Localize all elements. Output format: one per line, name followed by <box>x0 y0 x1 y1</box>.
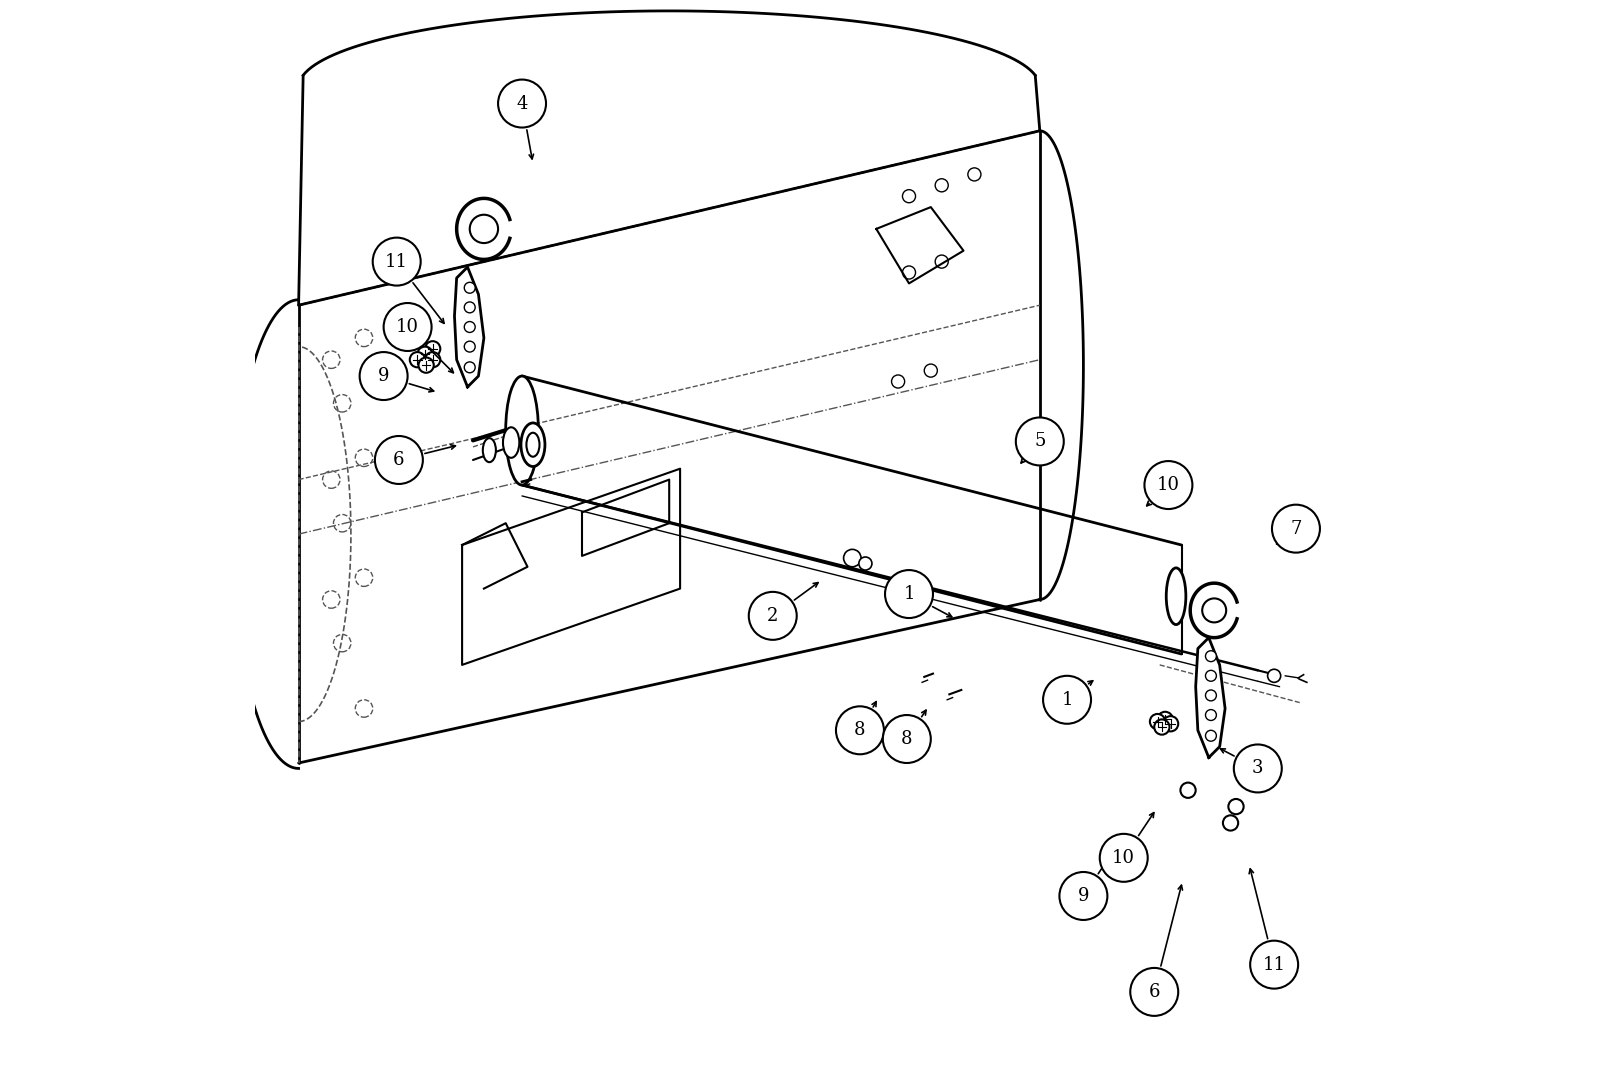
Circle shape <box>373 238 421 286</box>
Circle shape <box>1205 670 1216 681</box>
Circle shape <box>410 352 426 367</box>
Ellipse shape <box>1166 568 1186 625</box>
Text: 1: 1 <box>1061 691 1072 709</box>
Circle shape <box>464 322 475 332</box>
Text: 7: 7 <box>1290 520 1302 537</box>
Circle shape <box>835 706 883 754</box>
Ellipse shape <box>502 427 520 458</box>
Circle shape <box>1059 872 1107 920</box>
Circle shape <box>464 341 475 352</box>
Text: 11: 11 <box>1262 956 1286 973</box>
Circle shape <box>1099 834 1147 882</box>
Circle shape <box>464 282 475 293</box>
Text: 6: 6 <box>394 451 405 469</box>
Circle shape <box>464 302 475 313</box>
Text: 9: 9 <box>378 367 389 385</box>
Circle shape <box>1144 461 1192 509</box>
Text: 8: 8 <box>854 722 866 739</box>
Text: 10: 10 <box>1157 476 1179 494</box>
Circle shape <box>1202 598 1226 622</box>
Circle shape <box>426 341 440 356</box>
Text: 8: 8 <box>901 730 912 748</box>
Circle shape <box>1157 712 1173 727</box>
Circle shape <box>374 436 422 484</box>
Circle shape <box>883 715 931 763</box>
Ellipse shape <box>506 376 539 485</box>
Polygon shape <box>1195 638 1226 758</box>
Text: 5: 5 <box>1034 433 1045 450</box>
Ellipse shape <box>526 433 539 457</box>
Circle shape <box>1181 783 1195 798</box>
Circle shape <box>1250 941 1298 989</box>
Circle shape <box>464 362 475 373</box>
Circle shape <box>419 358 434 373</box>
Text: 2: 2 <box>766 607 779 625</box>
Ellipse shape <box>483 438 496 462</box>
Circle shape <box>426 352 440 367</box>
Circle shape <box>1205 651 1216 662</box>
Circle shape <box>470 215 498 243</box>
Circle shape <box>360 352 408 400</box>
Circle shape <box>1043 676 1091 724</box>
Circle shape <box>1163 716 1178 731</box>
Circle shape <box>1222 815 1238 831</box>
Circle shape <box>1154 719 1170 735</box>
Text: 3: 3 <box>1253 760 1264 777</box>
Circle shape <box>384 303 432 351</box>
Circle shape <box>859 557 872 570</box>
Polygon shape <box>454 267 483 387</box>
Text: 4: 4 <box>517 95 528 112</box>
Circle shape <box>1016 417 1064 465</box>
Ellipse shape <box>522 423 546 467</box>
Circle shape <box>1229 799 1243 814</box>
Circle shape <box>1267 669 1280 682</box>
Circle shape <box>885 570 933 618</box>
Circle shape <box>1130 968 1178 1016</box>
Text: 6: 6 <box>1149 983 1160 1001</box>
Circle shape <box>1272 505 1320 553</box>
Text: 9: 9 <box>1078 887 1090 905</box>
Text: 11: 11 <box>386 253 408 270</box>
Circle shape <box>1205 690 1216 701</box>
Circle shape <box>1150 714 1165 729</box>
Text: 1: 1 <box>904 585 915 603</box>
Text: 10: 10 <box>397 318 419 336</box>
Circle shape <box>749 592 797 640</box>
Circle shape <box>1205 730 1216 741</box>
Circle shape <box>418 347 432 362</box>
Circle shape <box>1234 744 1282 792</box>
Circle shape <box>1205 710 1216 720</box>
Circle shape <box>498 80 546 128</box>
Text: 10: 10 <box>1112 849 1136 867</box>
Circle shape <box>843 549 861 567</box>
